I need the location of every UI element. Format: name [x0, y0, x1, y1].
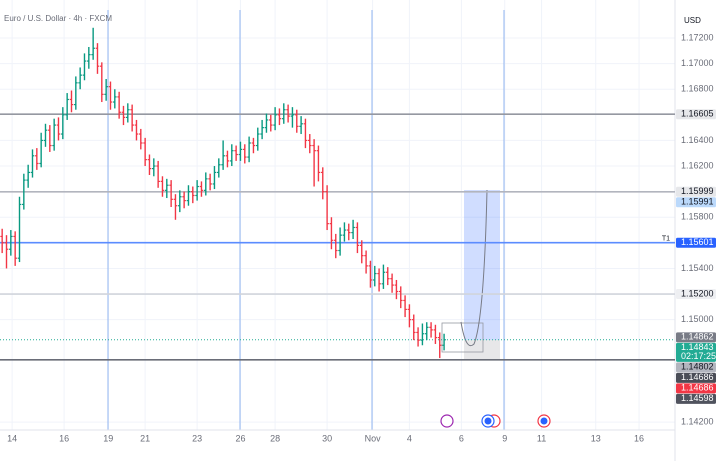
position-tool — [441, 189, 500, 360]
price-label — [676, 342, 716, 362]
y-tick-label: 1.16800 — [681, 84, 714, 94]
price-label — [676, 109, 716, 120]
price-label — [676, 332, 716, 343]
target-zone — [464, 190, 500, 340]
price-label — [676, 393, 716, 404]
x-tick-label: 30 — [322, 433, 332, 443]
price-label-text: 1.16605 — [681, 109, 714, 119]
x-tick-label: 23 — [192, 433, 202, 443]
price-label-text: 1.14843 — [681, 342, 714, 352]
price-label-text: 1.14686 — [681, 372, 714, 382]
y-tick-label: 1.16400 — [681, 135, 714, 145]
x-tick-label: 6 — [459, 433, 464, 443]
price-label-text: 1.15999 — [681, 186, 714, 196]
x-tick-label: 9 — [502, 433, 507, 443]
x-tick-label: 16 — [634, 433, 644, 443]
price-label — [676, 186, 716, 197]
x-tick-label: 19 — [103, 433, 113, 443]
chart-title: Euro / U.S. Dollar · 4h · FXCM — [4, 14, 112, 23]
y-tick-label: 1.15400 — [681, 263, 714, 273]
price-label — [676, 383, 716, 394]
event-icon — [540, 417, 548, 425]
level-tag: T1 — [662, 236, 670, 243]
event-icons — [440, 414, 551, 428]
price-label — [676, 362, 716, 373]
y-tick-label: 1.17200 — [681, 32, 714, 42]
x-tick-label: 26 — [235, 433, 245, 443]
price-label-text: 1.15200 — [681, 288, 714, 298]
event-icon[interactable] — [440, 414, 454, 428]
y-tick-label: 1.15800 — [681, 212, 714, 222]
x-tick-label: 11 — [537, 433, 546, 443]
y-tick-label: 1.17000 — [681, 58, 714, 68]
currency: USD — [684, 16, 701, 25]
price-label — [676, 197, 716, 208]
price-label-text: 1.14862 — [681, 332, 714, 342]
price-label-text: 1.15601 — [681, 237, 714, 247]
price-label — [676, 289, 716, 300]
stop-zone — [464, 340, 500, 360]
x-tick-label: Nov — [365, 433, 382, 443]
countdown: 02:17:25 — [681, 351, 716, 361]
price-label — [676, 372, 716, 383]
x-tick-label: 13 — [591, 433, 601, 443]
event-icon — [484, 417, 492, 425]
x-tick-label: 4 — [407, 433, 412, 443]
x-tick-label: 14 — [7, 433, 17, 443]
price-label-text: 1.14686 — [681, 383, 714, 393]
price-label — [676, 237, 716, 248]
x-tick-label: 16 — [59, 433, 69, 443]
price-label-text: 1.15991 — [681, 197, 714, 207]
y-tick-label: 1.14200 — [681, 416, 714, 426]
x-tick-label: 21 — [140, 433, 150, 443]
range-box — [441, 322, 484, 353]
y-tick-label: 1.15000 — [681, 314, 714, 324]
y-tick-label: 1.16200 — [681, 160, 714, 170]
x-tick-label: 28 — [270, 433, 280, 443]
price-label-text: 1.14598 — [681, 393, 714, 403]
price-label-text: 1.14802 — [681, 362, 714, 372]
